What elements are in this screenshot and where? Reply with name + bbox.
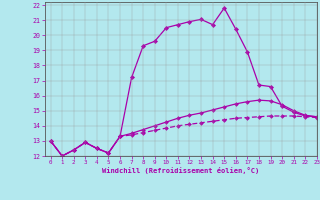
X-axis label: Windchill (Refroidissement éolien,°C): Windchill (Refroidissement éolien,°C) (102, 167, 260, 174)
